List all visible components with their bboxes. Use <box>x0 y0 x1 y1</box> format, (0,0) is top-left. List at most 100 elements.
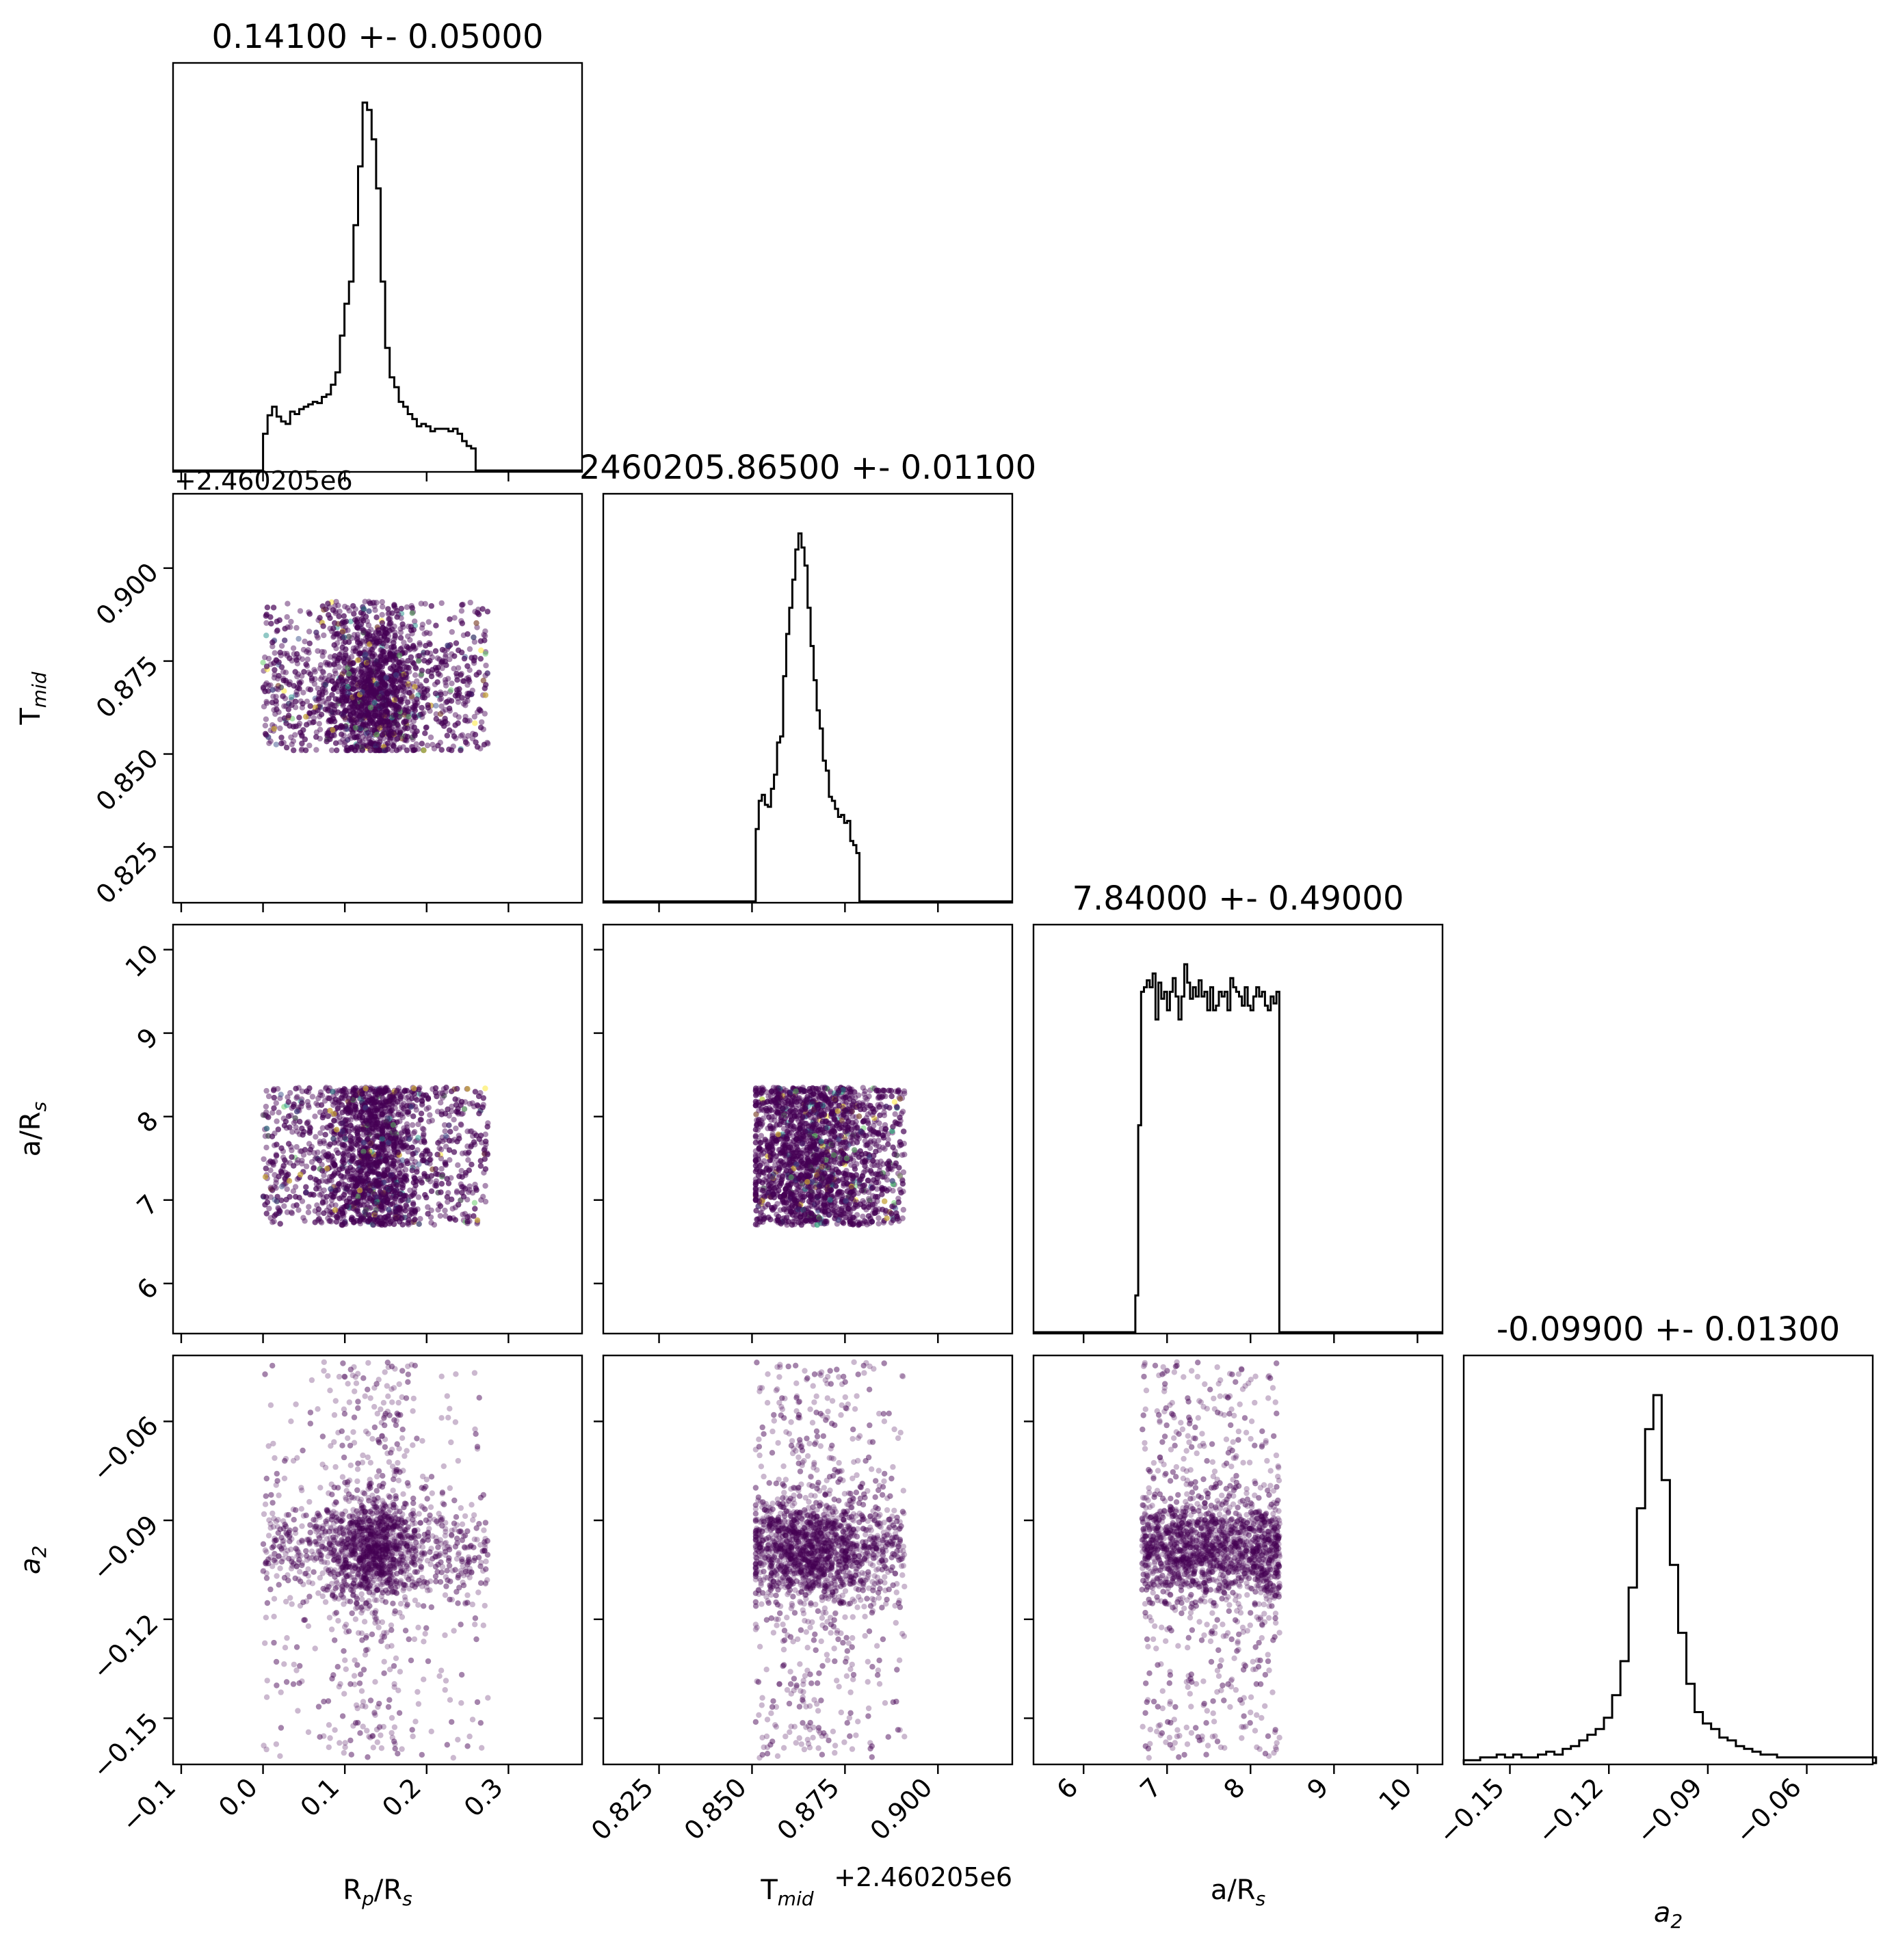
scatter-point <box>360 611 367 617</box>
scatter-point <box>356 651 363 657</box>
scatter-point <box>273 1100 279 1107</box>
scatter-point <box>412 702 418 709</box>
scatter-point <box>466 690 472 697</box>
scatter-point <box>369 719 376 725</box>
scatter-point <box>466 677 472 683</box>
scatter-point <box>446 1122 452 1128</box>
scatter-point <box>476 670 482 676</box>
scatter-point <box>391 1161 397 1167</box>
scatter-point <box>293 698 299 705</box>
scatter-point <box>368 637 375 643</box>
scatter-point <box>267 614 274 620</box>
scatter-point <box>319 691 326 698</box>
scatter-point <box>435 671 441 677</box>
scatter-point <box>287 655 293 661</box>
scatter-point <box>289 1154 295 1161</box>
scatter-point <box>339 686 345 693</box>
scatter-point <box>339 1206 345 1213</box>
scatter-point <box>313 1186 319 1192</box>
scatter-point <box>343 693 350 700</box>
scatter-point <box>423 724 430 731</box>
scatter-point <box>379 599 385 605</box>
scatter-point <box>333 598 339 605</box>
scatter-point <box>261 704 267 710</box>
scatter-point <box>443 662 449 668</box>
scatter-point <box>328 599 334 605</box>
scatter-point <box>447 1128 453 1135</box>
scatter-point <box>421 695 427 701</box>
scatter-point <box>449 1206 456 1212</box>
scatter-point <box>399 621 406 627</box>
scatter-point <box>337 652 343 658</box>
scatter-point <box>466 646 473 652</box>
scatter-point <box>411 713 418 719</box>
scatter-point <box>409 610 415 616</box>
scatter-point <box>365 743 371 750</box>
scatter-point <box>428 673 435 680</box>
scatter-point <box>482 1166 489 1172</box>
scatter-point <box>471 634 477 641</box>
scatter-point <box>315 1206 322 1213</box>
scatter-point <box>477 656 484 662</box>
scatter-point <box>268 620 274 627</box>
scatter-point <box>299 1100 305 1107</box>
scatter-point <box>403 1202 409 1208</box>
scatter-point <box>324 1154 330 1160</box>
scatter-point <box>278 734 285 741</box>
scatter-point <box>284 614 290 620</box>
scatter-point <box>272 667 278 673</box>
scatter-point <box>260 685 267 691</box>
scatter-point <box>277 1221 283 1227</box>
scatter-point <box>328 1123 334 1129</box>
scatter-point <box>397 1094 404 1100</box>
scatter-point <box>278 684 285 691</box>
scatter-point <box>408 654 414 661</box>
scatter-point <box>373 659 380 665</box>
scatter-point <box>423 643 429 649</box>
scatter-point <box>365 657 371 663</box>
scatter-point <box>410 1201 417 1208</box>
scatter-point <box>295 722 302 729</box>
scatter-point <box>447 1215 453 1221</box>
scatter-point <box>302 638 308 645</box>
scatter-point <box>432 648 439 654</box>
scatter-point <box>283 680 290 686</box>
scatter-point <box>319 1092 326 1099</box>
scatter-point <box>425 1104 432 1111</box>
scatter-point <box>287 1124 293 1130</box>
scatter-point <box>373 731 380 738</box>
scatter-point <box>436 1145 443 1152</box>
scatter-point <box>311 719 317 726</box>
scatter-point <box>352 617 358 623</box>
scatter-point <box>427 631 433 637</box>
scatter-point <box>472 1089 479 1095</box>
scatter-point <box>273 657 280 663</box>
scatter-point <box>439 646 446 653</box>
scatter-point <box>334 631 341 637</box>
scatter-point <box>419 704 425 711</box>
scatter-point <box>357 650 363 657</box>
scatter-point <box>280 1163 287 1169</box>
scatter-point <box>373 614 380 620</box>
scatter-point <box>346 671 352 677</box>
scatter-point <box>319 1199 326 1206</box>
scatter-point <box>274 1141 280 1148</box>
scatter-point <box>393 713 399 719</box>
scatter-point <box>443 683 449 689</box>
scatter-point <box>332 1207 339 1213</box>
scatter-point <box>472 732 479 738</box>
scatter-point <box>459 1150 466 1156</box>
scatter-point <box>264 605 271 611</box>
scatter-point <box>451 665 457 672</box>
scatter-point <box>354 636 360 642</box>
scatter-point <box>336 1181 342 1187</box>
scatter-point <box>281 1203 287 1209</box>
scatter-point <box>403 672 409 678</box>
scatter-point <box>438 691 444 698</box>
scatter-point <box>321 632 327 639</box>
scatter-point <box>376 630 382 637</box>
scatter-point <box>293 1095 300 1101</box>
scatter-point <box>360 629 367 635</box>
scatter-point <box>300 1132 306 1138</box>
scatter-point <box>410 1162 416 1168</box>
